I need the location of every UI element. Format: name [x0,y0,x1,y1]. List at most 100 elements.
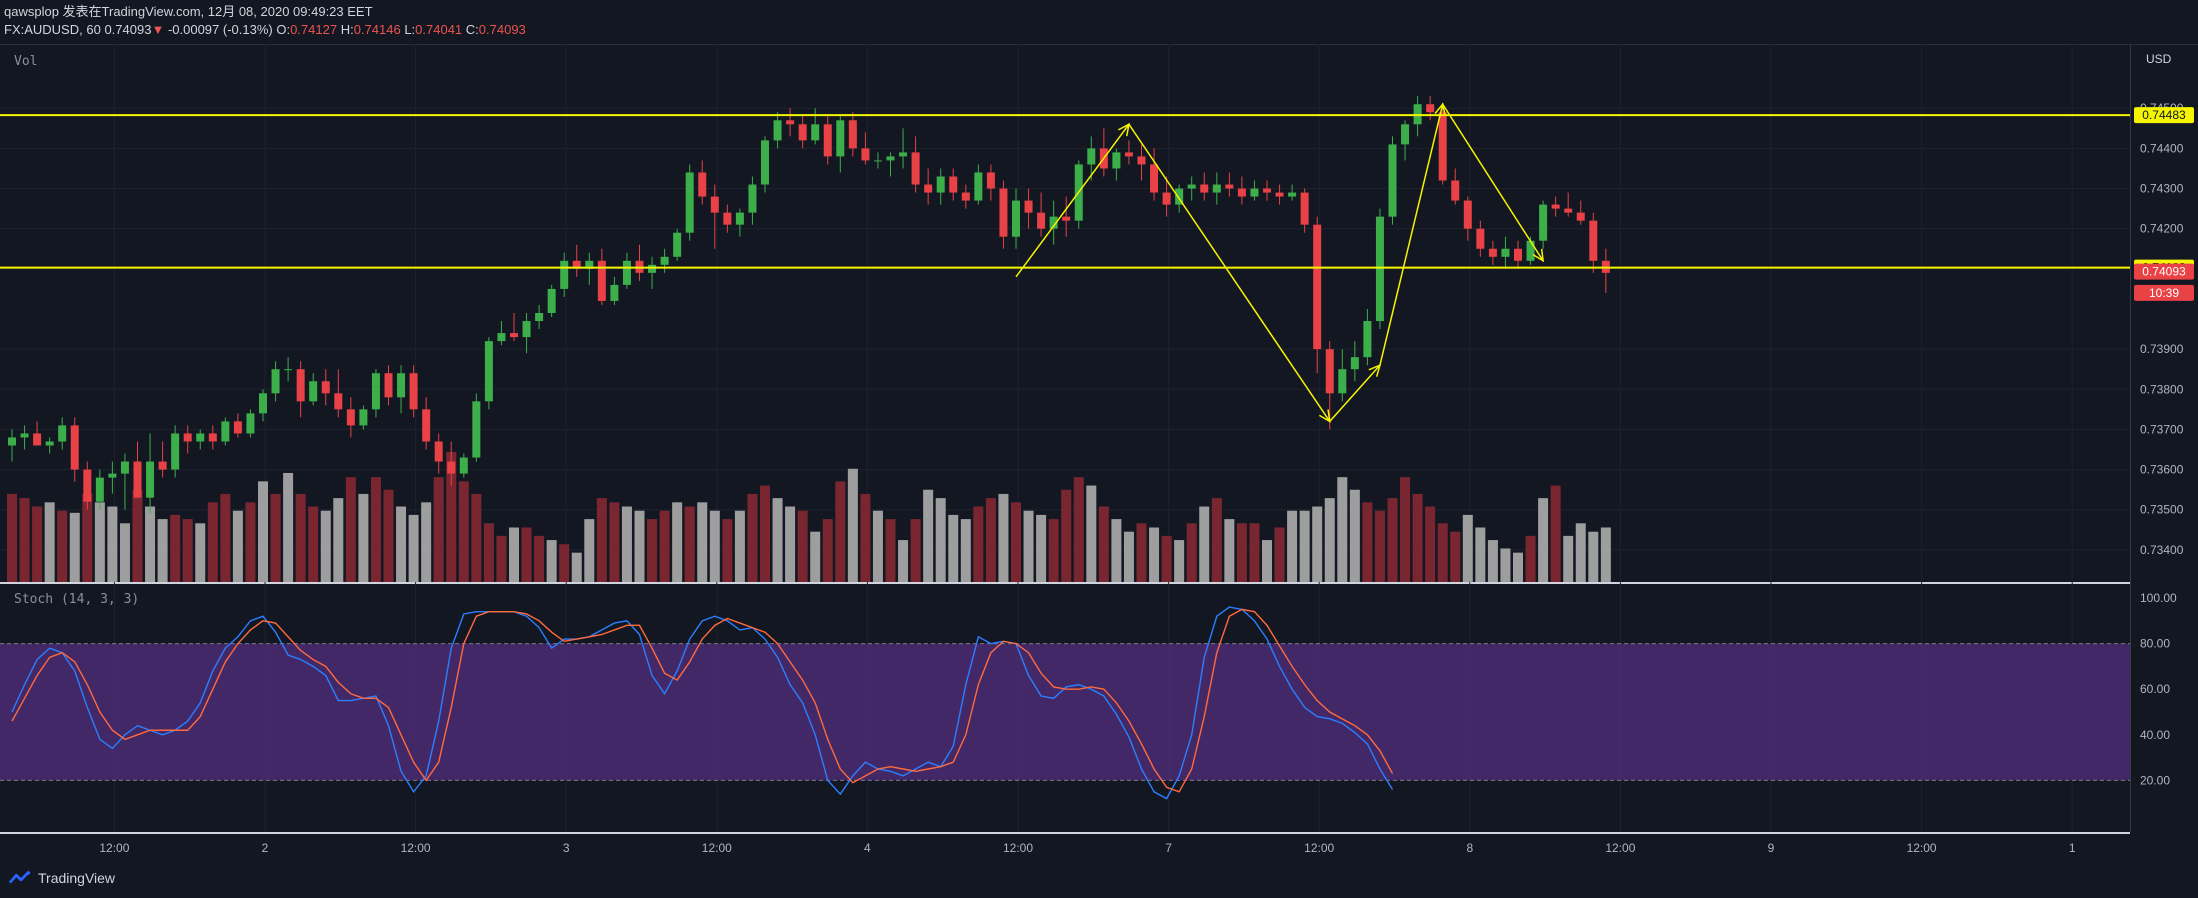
volume-bar [1400,477,1411,582]
stoch-pane-label[interactable]: Stoch (14, 3, 3) [14,592,140,607]
volume-bar [1425,506,1436,582]
volume-bar [923,489,934,582]
x-tick-label: 4 [864,841,871,855]
candle-body [409,373,418,410]
candle-body [560,260,569,289]
candle-body [45,441,54,446]
candle-body [597,260,606,301]
volume-bar [1349,489,1360,582]
candle-body [811,124,820,141]
volume-bar [684,506,695,582]
volume-bar [157,519,168,582]
pane-separator [0,832,2130,834]
arrow-head [1318,409,1331,423]
volume-bar [496,535,507,582]
candle-body [911,152,920,185]
tradingview-brand[interactable]: TradingView [8,870,115,886]
candle-body [1187,184,1196,189]
candle-body [1551,204,1560,209]
candle-body [309,381,318,402]
trend-drawing[interactable] [1015,102,1545,423]
volume-bars [7,452,1611,582]
candle-body [1426,104,1435,113]
candle-body [1438,112,1447,181]
ohlc-legend: FX:AUDUSD, 60 0.74093▼ -0.00097 (-0.13%)… [4,22,526,38]
volume-bar [910,519,921,582]
volume-bar [584,519,595,582]
change-value: -0.00097 (-0.13%) [167,22,273,37]
volume-bar [1437,523,1448,582]
candle-body [1225,184,1234,189]
candle-body [447,461,456,474]
axis-border [2130,44,2131,832]
candle-body [648,264,657,273]
candle-body [572,260,581,269]
x-tick-label: 9 [1768,841,1775,855]
volume-bar [785,506,796,582]
volume-bar [1324,498,1335,582]
x-tick-label: 7 [1165,841,1172,855]
x-tick-label: 12:00 [1304,841,1334,855]
volume-bar [1387,498,1398,582]
volume-bar [747,493,758,582]
candle-body [1237,188,1246,197]
candle-body [522,321,531,338]
volume-bar [19,498,30,582]
y-tick-label: 0.74400 [2140,141,2184,155]
volume-pane-label[interactable]: Vol [14,54,38,69]
candle-body [660,256,669,265]
candle-body [183,433,192,442]
volume-bar [1186,523,1197,582]
candle-body [1451,180,1460,201]
volume-bar [446,452,457,582]
candle-body [497,333,506,342]
horizontal-levels[interactable] [0,114,2130,269]
volume-bar [960,519,971,582]
candle-body [1401,124,1410,145]
volume-bar [119,523,130,582]
volume-bar [998,493,1009,582]
stoch-tick-label: 20.00 [2140,773,2170,787]
volume-bar [132,489,143,582]
candle-body [836,120,845,157]
volume-bar [1412,493,1423,582]
candle-body [949,176,958,193]
volume-bar [1211,498,1222,582]
candle-body [120,461,129,474]
stoch-k-line [11,606,1394,800]
candle-body [1313,224,1322,350]
volume-bar [559,544,570,582]
volume-bar [634,510,645,582]
volume-bar [232,510,243,582]
candle-body [33,433,42,446]
volume-bar [571,552,582,582]
volume-bar [885,519,896,582]
candle-body [999,188,1008,237]
candle-body [397,373,406,398]
volume-bar [32,506,43,582]
volume-bar [948,514,959,582]
y-tick-label: 0.73500 [2140,503,2184,517]
volume-bar [308,506,319,582]
low-label: L: [404,22,416,37]
volume-bar [107,506,118,582]
symbol-label[interactable]: FX:AUDUSD, 60 [4,22,101,37]
volume-bar [44,502,55,582]
volume-bar [1374,510,1385,582]
candle-body [334,393,343,410]
candle-body [1024,200,1033,213]
volume-bar [509,527,519,582]
volume-bar [1475,527,1486,582]
candle-body [1162,192,1171,205]
open-value: 0.74127 [290,22,338,37]
volume-bar [358,493,369,582]
candle-body [685,172,694,233]
candle-body [1375,216,1384,322]
volume-bar [546,540,557,582]
last-price: 0.74093 [104,22,152,37]
volume-bar [220,493,231,582]
stoch-tick-label: 60.00 [2140,682,2170,696]
candle-body [986,172,995,189]
candle-body [1325,349,1334,394]
